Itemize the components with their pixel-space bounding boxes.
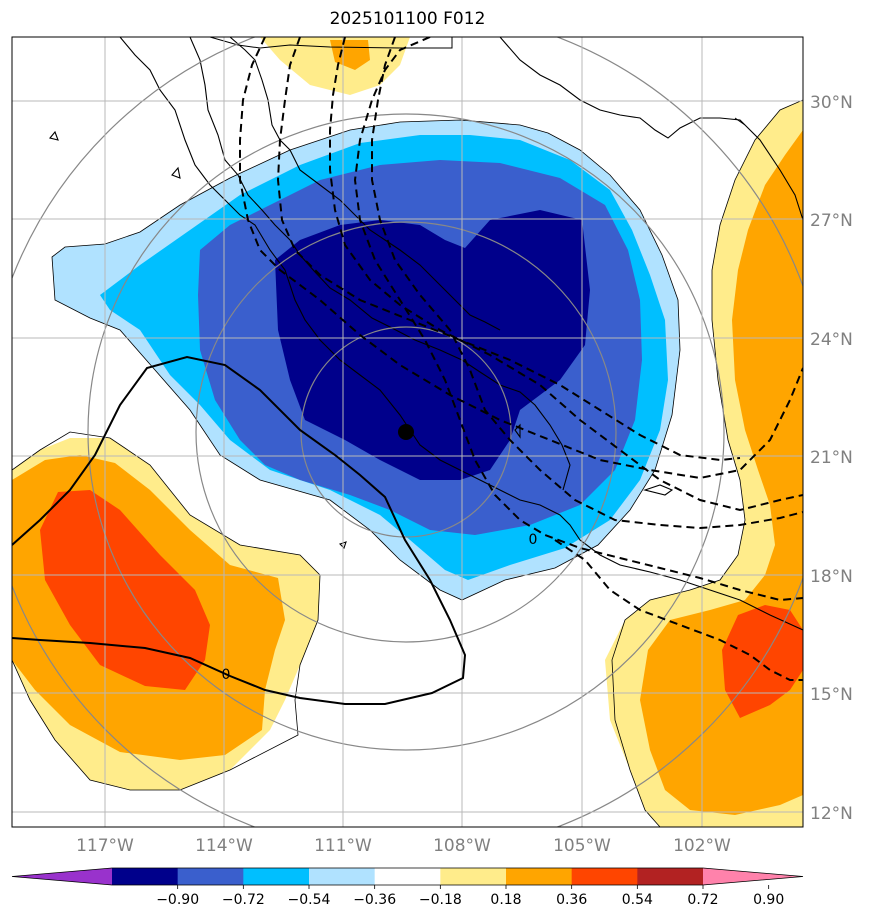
contour-label: 0	[222, 667, 231, 683]
colorbar-tick-label: 0.72	[687, 892, 718, 908]
coastlines	[49, 37, 803, 631]
zero-contours	[12, 355, 467, 705]
colorbar-outline	[11, 867, 804, 886]
storm-center-marker	[398, 424, 414, 440]
anomaly-fill-pos-strong-east	[722, 605, 803, 718]
colorbar-swatch	[243, 868, 310, 885]
contour-label: 0	[529, 532, 538, 548]
lon-label: 117°W	[76, 836, 134, 856]
graticule	[12, 37, 803, 827]
colorbar-tick-label: 0.54	[622, 892, 653, 908]
colorbar-swatch	[112, 868, 179, 885]
colorbar-tick-label: −0.72	[222, 892, 265, 908]
colorbar-swatch	[374, 868, 441, 885]
map-title: 2025101100 F012	[329, 9, 486, 29]
lon-label: 111°W	[314, 836, 372, 856]
colorbar-tick-label: −0.54	[288, 892, 331, 908]
colorbar-tick-label: −0.90	[156, 892, 199, 908]
colorbar-tick-label: −0.18	[419, 892, 462, 908]
lon-label: 102°W	[673, 836, 731, 856]
colorbar-extend-low	[12, 868, 112, 885]
lat-label: 27°N	[810, 211, 853, 231]
anomaly-fill-pos-strong-west	[40, 490, 210, 690]
colorbar-extend-high	[703, 868, 803, 885]
colorbar-tick-label: 0.90	[753, 892, 784, 908]
colorbar-swatch	[309, 868, 376, 885]
lat-label: 30°N	[810, 93, 853, 113]
country-borders	[209, 37, 746, 126]
lon-label: 105°W	[553, 836, 611, 856]
lat-label: 18°N	[810, 567, 853, 587]
colorbar-tick-label: 0.36	[556, 892, 587, 908]
colorbar-tick-label: −0.36	[353, 892, 396, 908]
colorbar-swatch	[571, 868, 638, 885]
lon-label: 108°W	[433, 836, 491, 856]
range-rings	[12, 37, 803, 827]
colorbar-swatch	[177, 868, 244, 885]
colorbar-swatch	[440, 868, 507, 885]
anomaly-fill-pos-faint-north	[260, 37, 410, 95]
lat-label: 21°N	[810, 448, 853, 468]
colorbar: −0.90 −0.72 −0.54 −0.36 −0.18 0.18 0.36 0.54 0.7…	[11, 867, 804, 908]
map-frame	[11, 36, 804, 828]
colorbar-swatch	[637, 868, 704, 885]
colorbar-swatch	[506, 868, 573, 885]
dashed-contours	[239, 37, 803, 681]
lon-label: 114°W	[195, 836, 253, 856]
lat-label: 12°N	[810, 804, 853, 824]
lat-label: 24°N	[810, 330, 853, 350]
map-area	[12, 37, 803, 827]
lat-label: 15°N	[810, 685, 853, 705]
anomaly-fill-neg-strong	[275, 210, 590, 480]
colorbar-tick-label: 0.18	[490, 892, 521, 908]
